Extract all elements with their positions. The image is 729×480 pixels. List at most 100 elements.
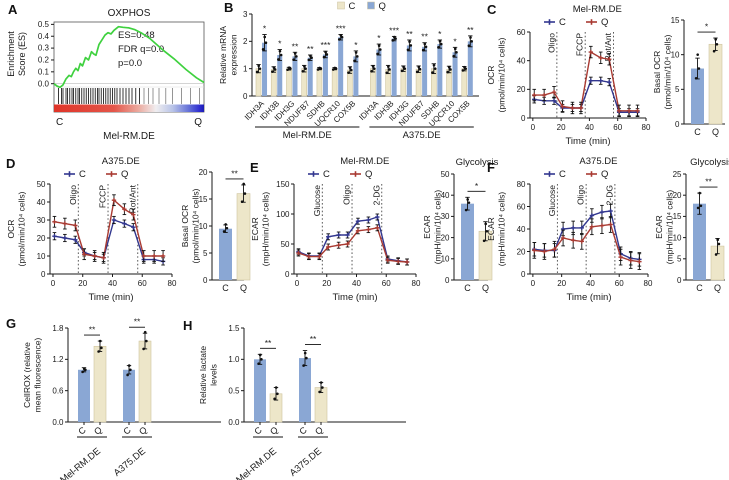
y-tick-label: 40 bbox=[37, 198, 46, 207]
x-tick-label: 80 bbox=[412, 279, 421, 288]
data-dot bbox=[415, 70, 419, 74]
panel-d-basal-ocr-bar-chart: 0 5 10 15 20 Basal OCR (pmol/min/10⁴ cells) ** C… bbox=[180, 168, 251, 293]
data-dot bbox=[482, 239, 486, 243]
data-dot bbox=[377, 44, 381, 48]
y-axis-label: ECAR bbox=[250, 217, 260, 241]
data-dot bbox=[276, 392, 279, 396]
data-dot bbox=[461, 69, 465, 72]
y-tick-label: 20 bbox=[673, 191, 682, 200]
treatment-label: FCCP bbox=[575, 33, 585, 56]
x-tick-label: 40 bbox=[352, 279, 361, 288]
data-dot bbox=[467, 201, 471, 204]
bar-Q bbox=[236, 193, 251, 281]
data-dot bbox=[316, 68, 320, 71]
data-dot bbox=[305, 356, 308, 360]
y-tick-label: 5 bbox=[677, 255, 682, 264]
data-dot bbox=[418, 67, 422, 71]
bar-chart-title: Glycolysis bbox=[690, 157, 729, 168]
bar-label: Q bbox=[92, 425, 104, 437]
data-dot bbox=[81, 370, 84, 374]
significance-star: * bbox=[475, 181, 479, 191]
data-dot bbox=[406, 48, 410, 52]
data-dot bbox=[293, 52, 297, 55]
y-tick-label: 20 bbox=[517, 85, 526, 94]
x-tick-label: 0 bbox=[295, 279, 300, 288]
bar-C bbox=[400, 68, 407, 97]
y-axis-label: Relative mRNA bbox=[218, 26, 228, 84]
panel-g-cellrox-bar-chart: 0.0 0.6 1.2 1.8 CellROX (relative mean fluore… bbox=[22, 317, 221, 480]
data-dot bbox=[464, 208, 468, 212]
data-dot bbox=[470, 40, 473, 43]
data-dot bbox=[126, 373, 129, 377]
y-tick-label: 0 bbox=[521, 114, 526, 123]
data-dot bbox=[277, 58, 280, 61]
bar-Q bbox=[338, 37, 344, 96]
y-tick-label: 25 bbox=[673, 170, 682, 179]
x-axis-label: Mel-RM.DE bbox=[103, 131, 155, 142]
data-dot bbox=[258, 67, 262, 70]
y-tick-label: 20 bbox=[199, 168, 208, 177]
bar-Q bbox=[437, 44, 443, 96]
y-tick-label: 0.0 bbox=[38, 79, 50, 88]
data-dot bbox=[295, 55, 298, 58]
bar-C bbox=[219, 228, 232, 280]
bar-label: C bbox=[297, 424, 309, 436]
treatment-label: Oligo bbox=[576, 185, 586, 205]
y-tick-label: 0.3 bbox=[38, 44, 50, 53]
x-tick-label: 20 bbox=[322, 279, 331, 288]
data-dot bbox=[696, 206, 700, 210]
data-dot bbox=[714, 38, 717, 41]
panel-a-gsea-chart: OXPHOS Enrichment Score (ES) 0.0 0.1 0.2 0.3 0.… bbox=[6, 8, 205, 142]
y-axis-label: expression bbox=[229, 34, 239, 75]
series-line-C bbox=[534, 79, 638, 114]
gsea-stat-text: ES=0.48 bbox=[118, 30, 155, 41]
data-dot bbox=[393, 35, 396, 39]
data-dot bbox=[240, 200, 244, 203]
series-line-C bbox=[298, 216, 408, 263]
data-dot bbox=[697, 67, 701, 70]
bar-Q bbox=[376, 49, 382, 96]
data-dot bbox=[424, 45, 428, 49]
bar-label: Q bbox=[313, 425, 325, 437]
legend-label: C bbox=[349, 1, 356, 12]
significance-star: *** bbox=[389, 25, 400, 35]
y-tick-label: 60 bbox=[517, 202, 526, 211]
significance-star: ** bbox=[467, 25, 474, 35]
bar-Q bbox=[138, 340, 152, 423]
bar-Q bbox=[406, 45, 412, 96]
data-dot bbox=[129, 368, 132, 372]
bar-Q bbox=[262, 42, 268, 96]
y-tick-label: 0.2 bbox=[38, 56, 50, 65]
data-dot bbox=[257, 64, 261, 68]
data-dot bbox=[371, 65, 375, 68]
data-dot bbox=[388, 68, 391, 71]
bar-label: Q bbox=[268, 425, 280, 437]
data-dot bbox=[714, 253, 718, 256]
gsea-title: OXPHOS bbox=[108, 8, 151, 19]
y-tick-label: 15 bbox=[673, 212, 682, 221]
data-dot bbox=[715, 42, 719, 46]
x-tick-label: 60 bbox=[138, 279, 147, 288]
x-tick-label: 60 bbox=[382, 279, 391, 288]
x-tick-label: 0 bbox=[51, 279, 56, 288]
y-axis-label: OCR bbox=[486, 66, 496, 85]
data-dot bbox=[143, 330, 147, 334]
x-tick-label: 0 bbox=[531, 279, 536, 288]
bar-label: Q bbox=[482, 283, 489, 293]
y-axis-label: (pmol/min/10⁴ cells) bbox=[191, 188, 201, 263]
x-axis-label: Time (min) bbox=[332, 292, 377, 303]
data-dot bbox=[347, 71, 350, 74]
bar-label: C bbox=[694, 127, 701, 137]
bar-Q bbox=[277, 55, 283, 96]
y-tick-label: 3 bbox=[243, 10, 248, 19]
data-dot bbox=[431, 71, 434, 74]
y-tick-label: 0 bbox=[675, 120, 680, 129]
y-tick-label: 0 bbox=[677, 276, 682, 285]
treatment-label: 2-DG bbox=[371, 185, 381, 205]
data-dot bbox=[438, 39, 442, 43]
x-tick-label: 40 bbox=[108, 279, 117, 288]
x-tick-label: 80 bbox=[168, 279, 177, 288]
data-dot bbox=[222, 230, 226, 233]
